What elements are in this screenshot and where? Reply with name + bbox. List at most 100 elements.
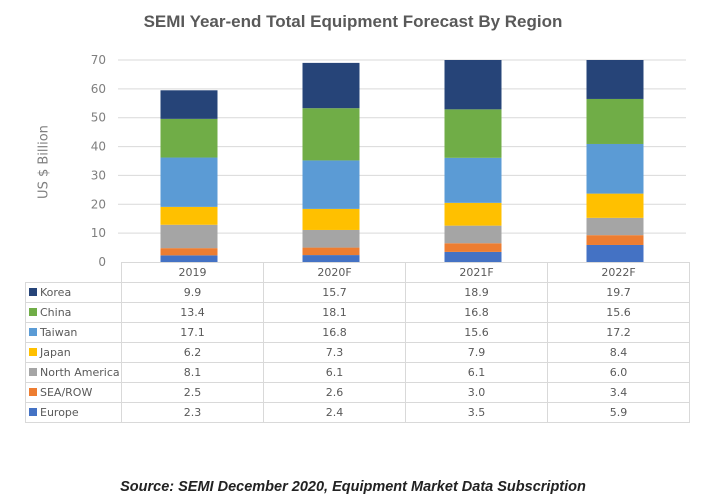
table-row: Korea 9.9 15.7 18.9 19.7: [25, 282, 690, 303]
legend-entry: North America: [25, 362, 122, 383]
data-label: 3.4: [547, 382, 690, 403]
bar-segment-china-2022f: [586, 98, 644, 144]
data-label: 18.1: [263, 302, 406, 323]
table-row: North America 8.1 6.1 6.1 6.0: [25, 362, 690, 383]
bar-segment-japan-2021f: [444, 202, 502, 226]
table-row: Japan 6.2 7.3 7.9 8.4: [25, 342, 690, 363]
bar-segment-sea-row-2021f: [444, 243, 502, 252]
bar-segment-sea-row-2022f: [586, 235, 644, 245]
bar-segment-china-2021f: [444, 109, 502, 158]
x-tick-label: 2020F: [263, 262, 406, 283]
bar-segment-korea-2022f: [586, 60, 644, 99]
bar-segment-korea-2019: [160, 90, 218, 119]
data-label: 17.1: [121, 322, 264, 343]
data-label: 2.4: [263, 402, 406, 423]
legend-swatch-icon: [29, 288, 37, 296]
table-header-row: 2019 2020F 2021F 2022F: [25, 262, 690, 283]
data-label: 16.8: [263, 322, 406, 343]
legend-label: North America: [40, 366, 120, 379]
data-label: 3.0: [405, 382, 548, 403]
data-label: 6.1: [263, 362, 406, 383]
data-label: 8.4: [547, 342, 690, 363]
data-label: 6.2: [121, 342, 264, 363]
legend-entry: Taiwan: [25, 322, 122, 343]
legend-label: China: [40, 306, 72, 319]
x-tick-label: 2021F: [405, 262, 548, 283]
legend-entry: Europe: [25, 402, 122, 423]
data-label: 6.0: [547, 362, 690, 383]
legend-label: Taiwan: [40, 326, 78, 339]
data-label: 9.9: [121, 282, 264, 303]
bar-segment-sea-row-2020f: [302, 247, 360, 256]
legend-label: Japan: [40, 346, 71, 359]
y-tick-label: 30: [91, 168, 106, 182]
data-label: 19.7: [547, 282, 690, 303]
data-label: 3.5: [405, 402, 548, 423]
data-label: 2.5: [121, 382, 264, 403]
data-label: 5.9: [547, 402, 690, 423]
y-axis-ticks: 0 10 20 30 40 50 60 70: [91, 53, 106, 269]
y-tick-label: 20: [91, 197, 106, 211]
data-label: 8.1: [121, 362, 264, 383]
bar-segment-japan-2020f: [302, 208, 360, 230]
legend-entry: Korea: [25, 282, 122, 303]
source-caption: Source: SEMI December 2020, Equipment Ma…: [120, 479, 586, 495]
y-tick-label: 40: [91, 140, 106, 154]
legend-swatch-icon: [29, 308, 37, 316]
bar-segment-sea-row-2019: [160, 248, 218, 256]
y-tick-label: 0: [98, 255, 106, 269]
table-row: Taiwan 17.1 16.8 15.6 17.2: [25, 322, 690, 343]
bar-segment-north-america-2021f: [444, 225, 502, 244]
data-label: 13.4: [121, 302, 264, 323]
bars: [160, 60, 644, 262]
bar-segment-korea-2020f: [302, 62, 360, 109]
y-tick-label: 50: [91, 111, 106, 125]
x-tick-label: 2019: [121, 262, 264, 283]
legend-swatch-icon: [29, 408, 37, 416]
bar-segment-europe-2019: [160, 255, 218, 262]
table-row: SEA/ROW 2.5 2.6 3.0 3.4: [25, 382, 690, 403]
data-label: 17.2: [547, 322, 690, 343]
bar-segment-europe-2021f: [444, 251, 502, 262]
legend-entry: Japan: [25, 342, 122, 363]
data-label: 2.3: [121, 402, 264, 423]
legend-label: Europe: [40, 406, 79, 419]
bar-segment-china-2019: [160, 118, 218, 158]
data-label: 16.8: [405, 302, 548, 323]
legend-swatch-icon: [29, 348, 37, 356]
y-tick-label: 10: [91, 226, 106, 240]
bar-segment-europe-2022f: [586, 244, 644, 262]
x-tick-label: 2022F: [547, 262, 690, 283]
bar-segment-taiwan-2022f: [586, 143, 644, 194]
data-label: 15.6: [547, 302, 690, 323]
data-label: 7.3: [263, 342, 406, 363]
table-corner: [25, 262, 122, 283]
data-label: 6.1: [405, 362, 548, 383]
bar-segment-north-america-2022f: [586, 217, 644, 236]
bar-segment-north-america-2020f: [302, 229, 360, 248]
bar-segment-taiwan-2020f: [302, 160, 360, 209]
bar-segment-japan-2022f: [586, 193, 644, 218]
data-label: 18.9: [405, 282, 548, 303]
stacked-bar-chart: 0 10 20 30 40 50 60 70: [91, 53, 686, 269]
legend-swatch-icon: [29, 388, 37, 396]
data-label: 15.7: [263, 282, 406, 303]
bar-segment-taiwan-2021f: [444, 157, 502, 203]
table-row: Europe 2.3 2.4 3.5 5.9: [25, 402, 690, 423]
bar-segment-china-2020f: [302, 108, 360, 161]
bar-segment-north-america-2019: [160, 224, 218, 249]
data-label: 15.6: [405, 322, 548, 343]
data-table: 2019 2020F 2021F 2022F Korea 9.9 15.7 18.9 19.7 C…: [25, 262, 690, 423]
legend-swatch-icon: [29, 328, 37, 336]
y-tick-label: 60: [91, 82, 106, 96]
data-label: 7.9: [405, 342, 548, 363]
table-row: China 13.4 18.1 16.8 15.6: [25, 302, 690, 323]
data-label: 2.6: [263, 382, 406, 403]
legend-label: Korea: [40, 286, 72, 299]
chart-title: SEMI Year-end Total Equipment Forecast B…: [143, 12, 563, 31]
legend-entry: SEA/ROW: [25, 382, 122, 403]
bar-segment-japan-2019: [160, 206, 218, 225]
bar-segment-europe-2020f: [302, 255, 360, 262]
bar-segment-korea-2021f: [444, 60, 502, 110]
legend-entry: China: [25, 302, 122, 323]
